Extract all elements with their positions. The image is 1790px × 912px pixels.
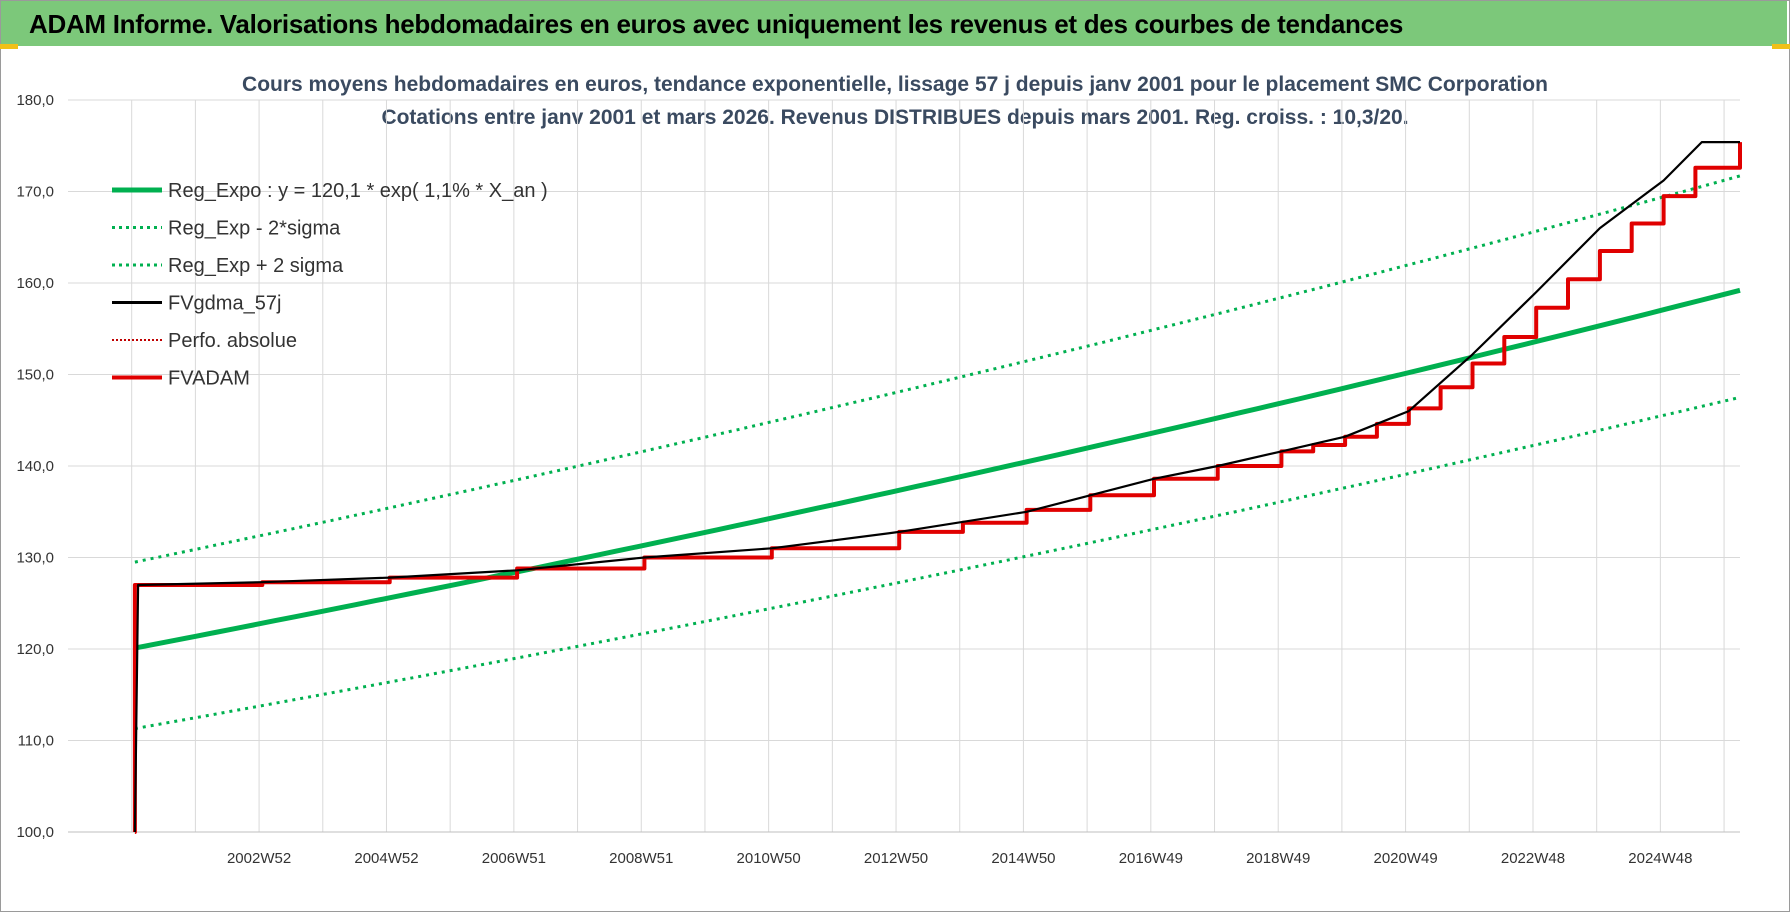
y-tick-label: 140,0 [16, 458, 54, 475]
x-tick-label: 2014W50 [991, 850, 1055, 867]
y-tick-label: 110,0 [18, 733, 54, 750]
x-tick-label: 2022W48 [1501, 850, 1565, 867]
y-tick-label: 130,0 [16, 550, 54, 567]
legend-label: FVgdma_57j [168, 293, 281, 315]
legend-label: Reg_Exp - 2*sigma [168, 218, 341, 240]
x-tick-label: 2018W49 [1246, 850, 1310, 867]
y-tick-label: 100,0 [16, 824, 54, 841]
legend-label: Perfo. absolue [168, 330, 297, 352]
x-tick-label: 2006W51 [482, 850, 546, 867]
series-line-5 [132, 142, 1742, 834]
legend-label: Reg_Exp + 2 sigma [168, 255, 344, 277]
x-tick-label: 2024W48 [1628, 850, 1692, 867]
x-tick-label: 2012W50 [864, 850, 928, 867]
y-tick-label: 180,0 [16, 92, 54, 109]
legend-label: Reg_Expo : y = 120,1 * exp( 1,1% * X_an … [168, 180, 548, 202]
chart-title-line-1: Cours moyens hebdomadaires en euros, ten… [242, 73, 1548, 96]
series-line-3 [133, 141, 1740, 833]
y-tick-label: 160,0 [16, 275, 54, 292]
x-tick-label: 2002W52 [227, 850, 291, 867]
series-line-0 [134, 287, 1741, 651]
series-line-1 [134, 395, 1741, 731]
legend-label: FVADAM [168, 368, 250, 390]
header-banner: ADAM Informe. Valorisations hebdomadaire… [1, 1, 1787, 46]
corner-marker [0, 44, 18, 49]
x-tick-label: 2004W52 [354, 850, 418, 867]
x-tick-label: 2010W50 [737, 850, 801, 867]
y-tick-label: 150,0 [16, 367, 54, 384]
chart-title-line-2: Cotations entre janv 2001 et mars 2026. … [381, 106, 1409, 129]
header-title: ADAM Informe. Valorisations hebdomadaire… [29, 9, 1404, 39]
x-tick-label: 2016W49 [1119, 850, 1183, 867]
x-tick-label: 2008W51 [609, 850, 673, 867]
y-tick-label: 170,0 [16, 184, 54, 201]
chart-title: Cours moyens hebdomadaires en euros, ten… [0, 68, 1790, 134]
y-tick-label: 120,0 [16, 641, 54, 658]
x-tick-label: 2020W49 [1373, 850, 1437, 867]
corner-marker [1772, 44, 1790, 49]
series-line-2 [134, 174, 1741, 564]
